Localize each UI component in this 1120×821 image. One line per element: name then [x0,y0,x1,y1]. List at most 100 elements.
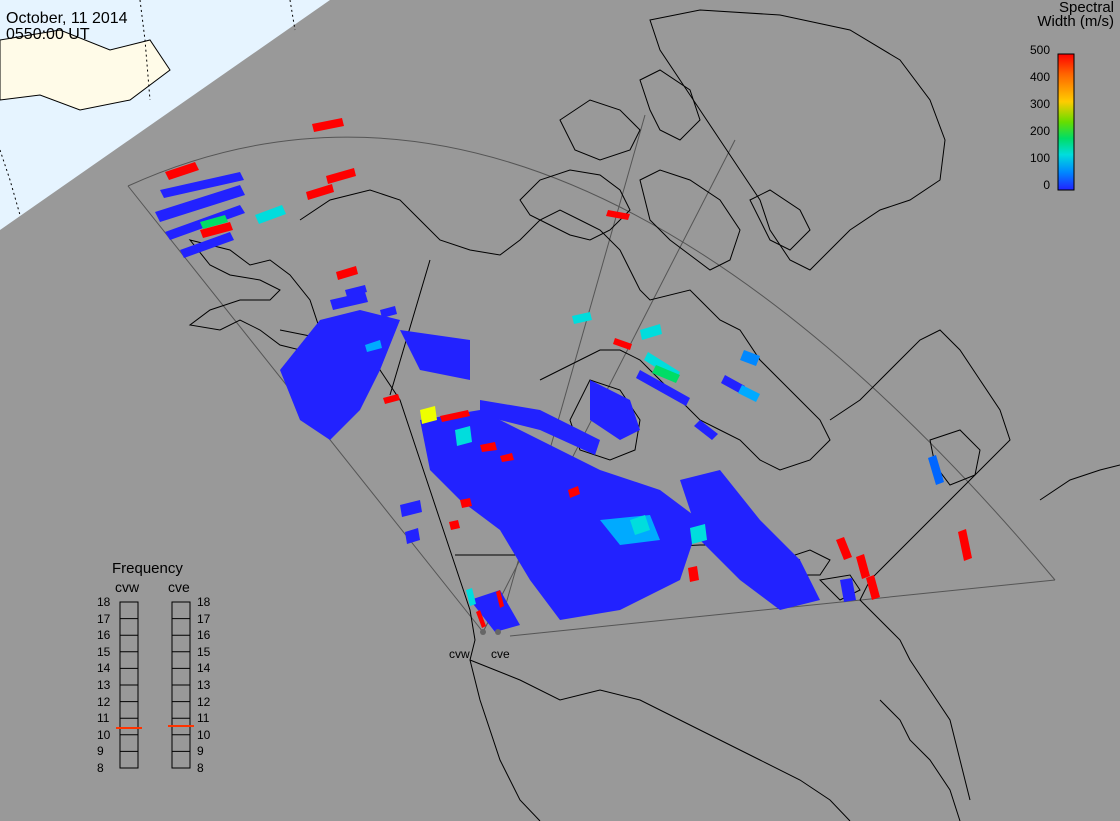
gate [165,162,199,180]
gate [500,453,514,462]
gate [380,306,397,318]
date-label: October, 11 2014 [6,10,128,27]
colorbar-tick: 300 [1029,97,1050,111]
frequency-tick-right: 9 [197,744,204,759]
gate [740,350,760,366]
gate [688,566,699,582]
frequency-tick-right: 8 [197,761,204,775]
colorbar-tick: 400 [1029,70,1050,84]
frequency-tick-left: 11 [97,711,110,726]
daylight-land [0,29,171,111]
gate [590,380,640,440]
frequency-tick-left: 9 [97,744,104,759]
frequency-tick-left: 8 [97,761,104,775]
time-label: 0550:00 UT [6,26,90,43]
frequency-tick-right: 14 [197,661,211,676]
gate [630,515,650,535]
gate [400,330,470,380]
gate [928,455,944,485]
gate [449,520,460,530]
frequency-tick-right: 11 [197,711,210,726]
gate [180,232,234,258]
frequency-tick-right: 18 [197,595,211,609]
frequency-tick-left: 13 [97,678,111,692]
gate [365,340,382,352]
gate [840,578,856,602]
gate [866,575,880,600]
frequency-radar-cvw: cvw [115,579,140,595]
gate [568,486,580,498]
gate [680,470,820,610]
gate [460,498,472,508]
terminator-dotted-2 [139,0,151,101]
frequency-tick-right: 15 [197,644,211,659]
gate [690,524,707,544]
terminator-dotted [0,149,21,216]
colorbar-tick: 100 [1029,151,1050,165]
gate [480,400,600,455]
terminator-dotted-3 [289,0,296,31]
gate [400,500,422,517]
gate [480,442,497,452]
gate [640,324,662,340]
frequency-tick-left: 12 [97,694,111,709]
frequency-tick-left: 10 [97,727,111,742]
site-label-cvw: cvw [449,647,470,661]
frequency-columns [119,601,191,769]
colorbar-title-line2: Width (m/s) [1037,13,1114,30]
colorbar-tick: 200 [1029,124,1050,138]
gate [470,590,520,632]
site-label-cve: cve [491,647,510,661]
gate [606,210,630,220]
gate [280,310,400,440]
gate [383,394,400,404]
frequency-tick-left: 14 [97,661,111,676]
gate [420,406,437,424]
gate [958,529,972,561]
gate [336,266,358,280]
gate [312,118,344,132]
gate [856,554,870,579]
gate [440,410,470,422]
colorbar-tick: 500 [1029,43,1050,57]
gate [345,285,367,297]
gate [466,588,476,606]
gate [155,185,245,222]
frequency-tick-left: 17 [97,611,111,626]
gate [200,215,228,229]
gate [330,292,368,310]
colorbar-tick: 0 [1043,178,1050,192]
gate [652,365,680,383]
site-marker-cvw [480,629,486,635]
gate [721,375,745,394]
frequency-tick-left: 15 [97,644,111,659]
frequency-tick-right: 10 [197,727,211,742]
frequency-tick-right: 16 [197,628,211,643]
gate [694,420,718,440]
site-marker-cve [495,629,501,635]
gate [496,590,504,608]
frequency-tick-right: 12 [197,694,211,709]
radar-gates [155,118,972,632]
gate [420,410,700,620]
gate [476,610,486,628]
gate [326,168,356,184]
frequency-tick-right: 17 [197,611,211,626]
gate [455,426,472,446]
frequency-title: Frequency [112,560,183,577]
gate [200,222,233,238]
gate [160,172,244,198]
frequency-tick-left: 18 [97,595,111,609]
gate [738,385,760,402]
frequency-tick-left: 16 [97,628,111,643]
colorbar [1057,53,1075,191]
frequency-radar-cve: cve [168,579,190,595]
gate [572,312,592,324]
gate [306,184,334,200]
gate [405,528,420,544]
gate [836,537,852,560]
gate [255,205,286,224]
gate [636,370,690,406]
